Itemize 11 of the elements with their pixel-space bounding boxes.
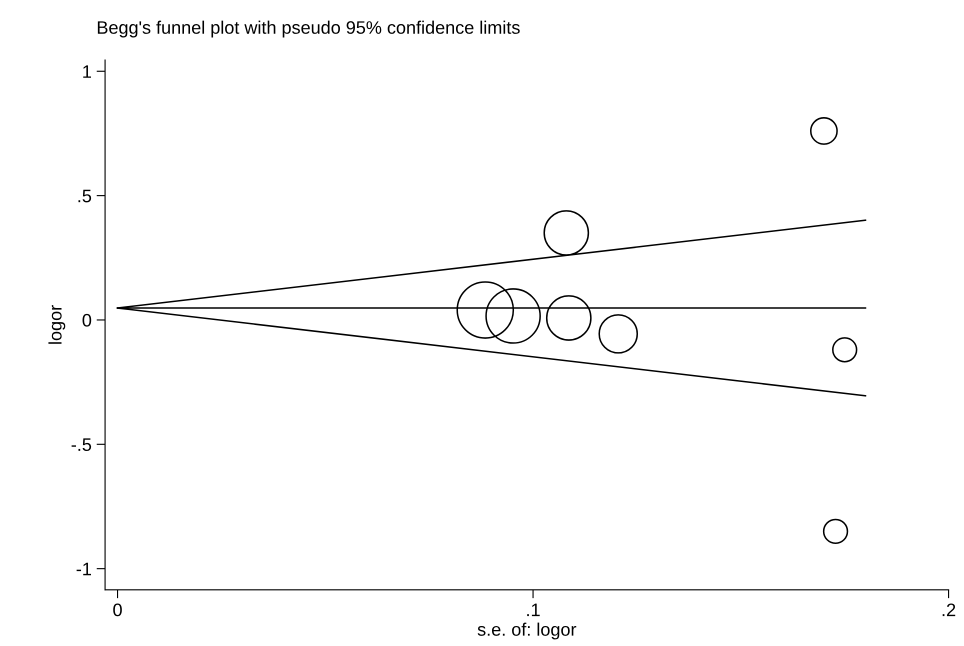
x-tick-label: 0 (113, 603, 122, 616)
chart-title: Begg's funnel plot with pseudo 95% confidence limits (98, 20, 520, 38)
x-tick-label: .2 (942, 603, 956, 616)
y-axis-title: logor (48, 305, 66, 344)
y-tick-label: -.5 (72, 438, 92, 452)
y-tick-label: 0 (82, 314, 92, 327)
x-tick-label: .1 (527, 604, 540, 616)
y-tick-label: -1 (76, 562, 91, 576)
y-tick-label: 1 (83, 65, 91, 78)
x-axis-title: s.e. of: logor (478, 622, 576, 640)
y-tick-label: .5 (78, 190, 92, 202)
